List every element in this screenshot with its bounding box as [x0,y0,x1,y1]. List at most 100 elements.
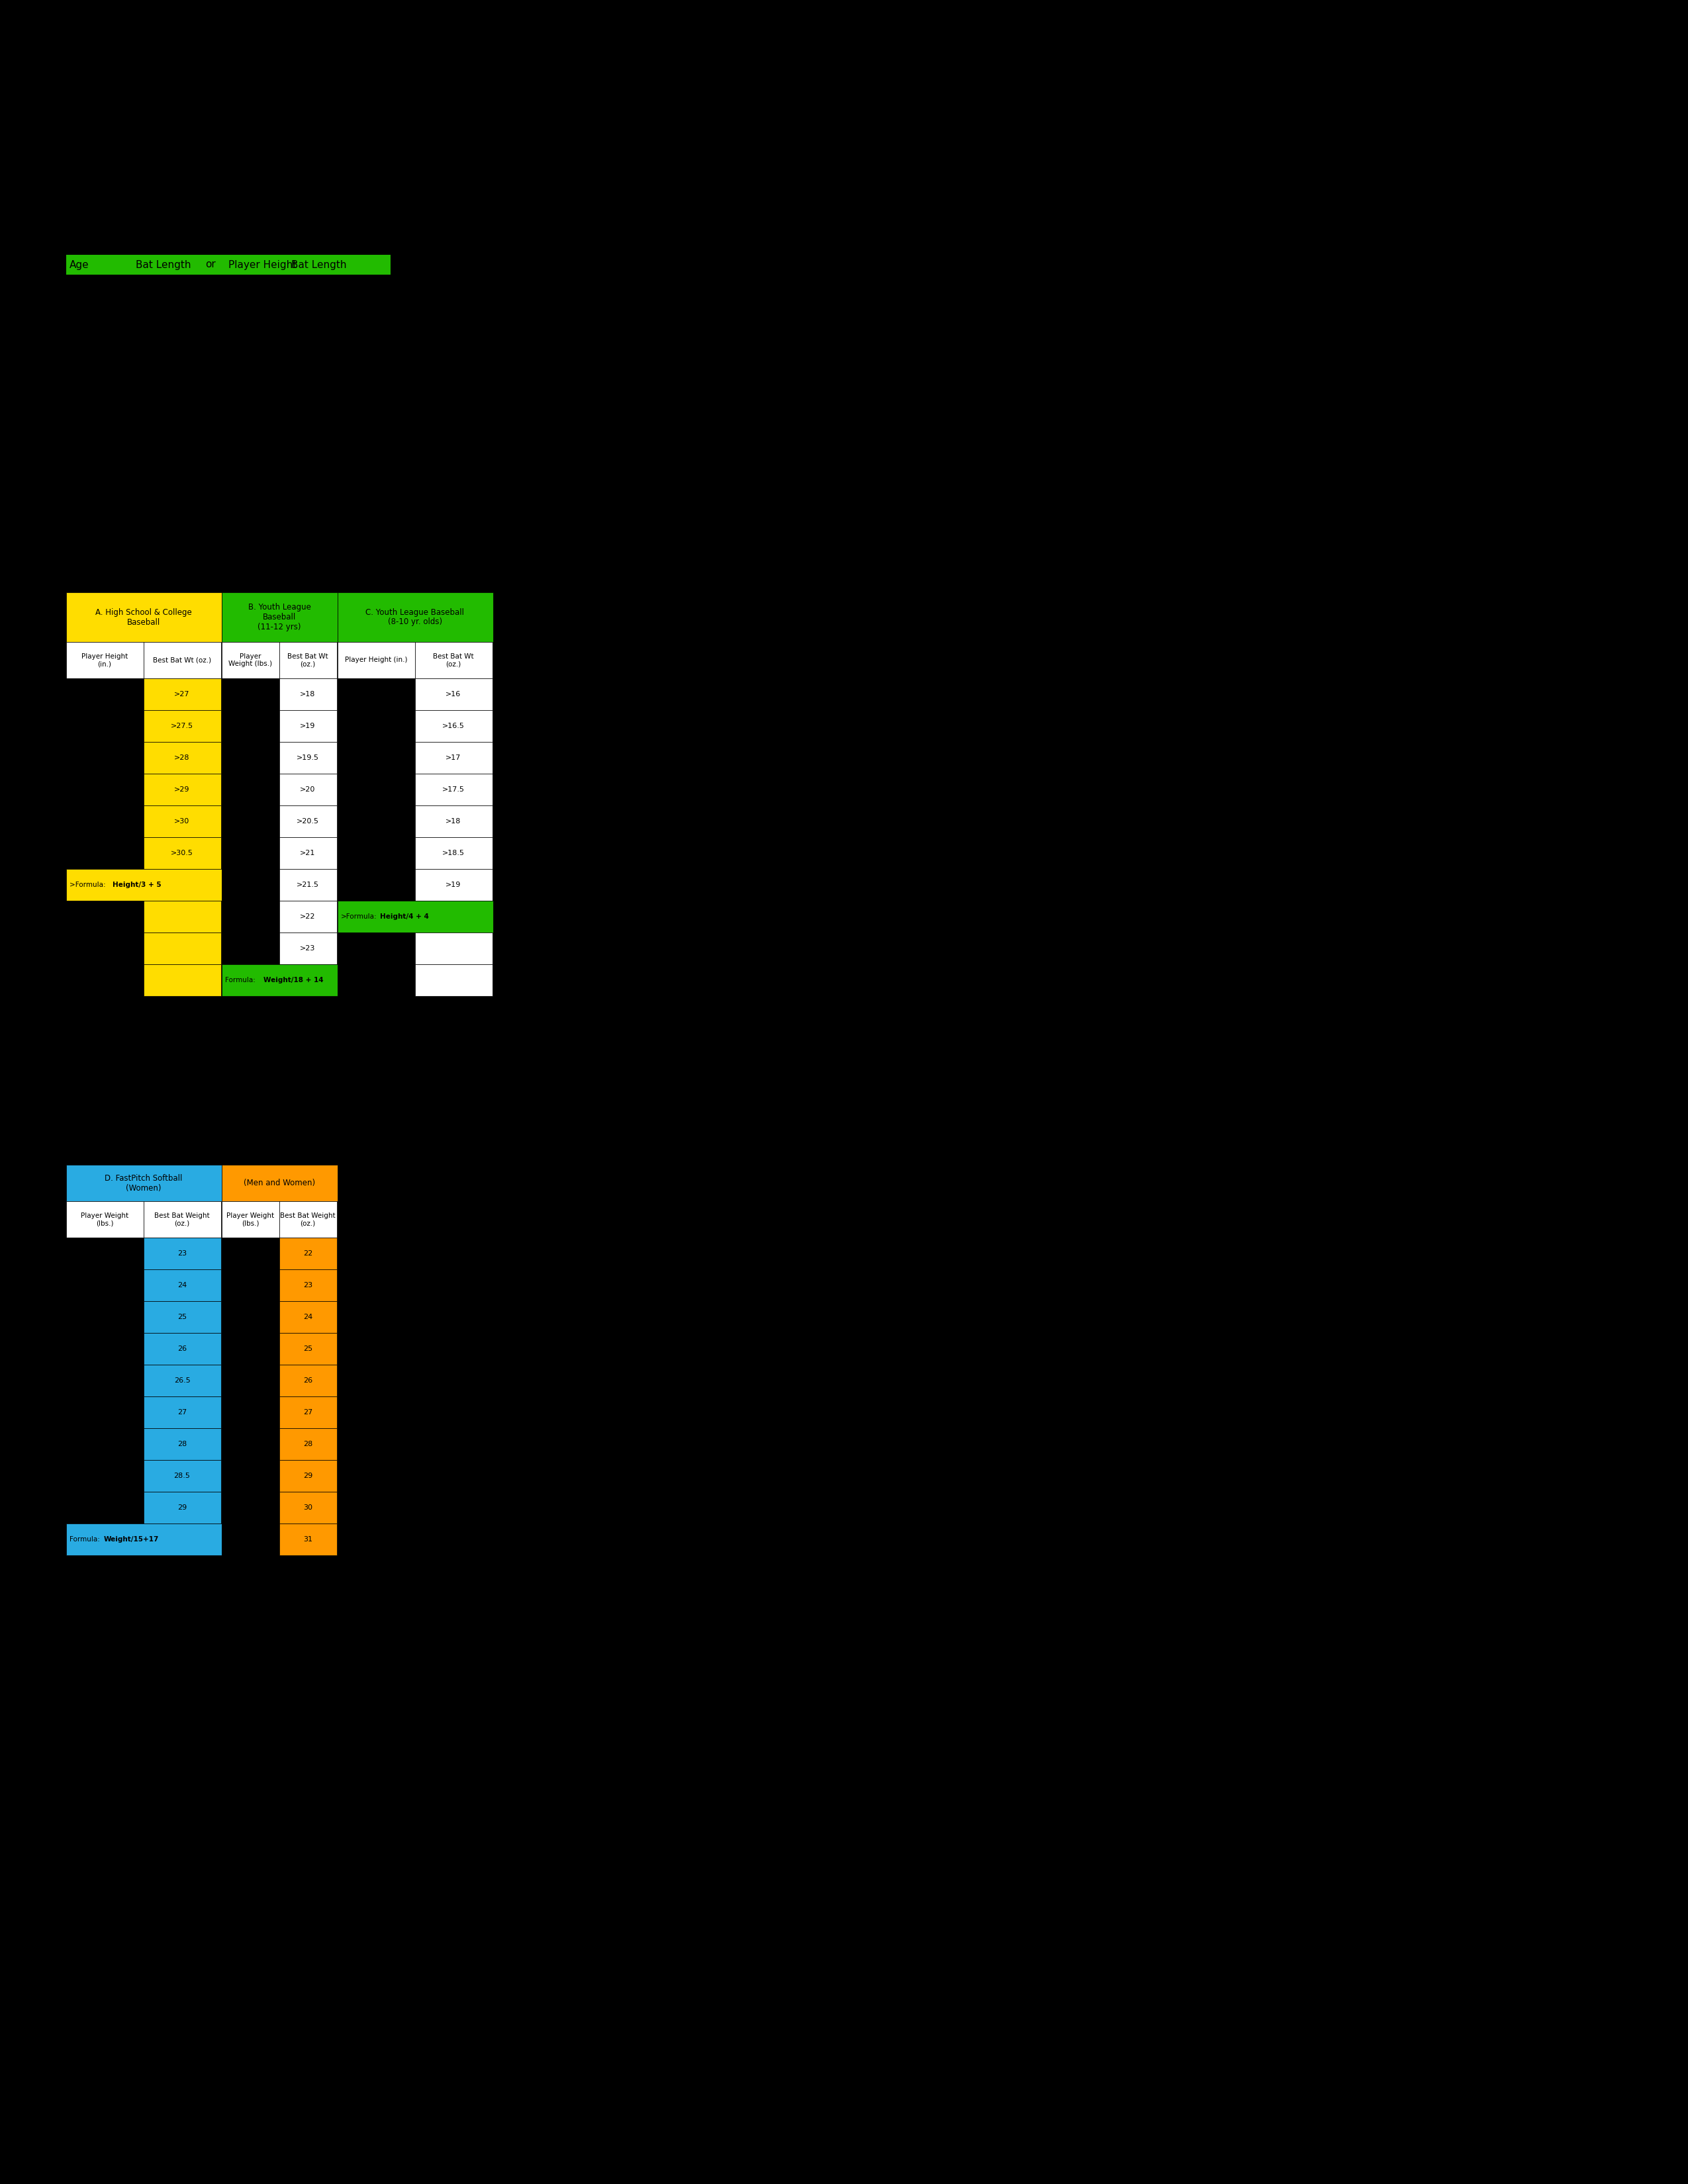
Bar [143,1492,221,1524]
Bar [66,1269,143,1302]
Text: >19: >19 [300,723,316,729]
Text: >20.5: >20.5 [297,819,319,826]
Bar [221,1365,279,1396]
Bar [66,1201,143,1238]
Bar [415,679,493,710]
Bar [221,900,279,933]
Bar [415,710,493,743]
Bar [415,773,493,806]
Text: Best Bat Weight
(oz.): Best Bat Weight (oz.) [154,1212,209,1227]
Bar [143,900,221,933]
Bar [66,743,143,773]
Bar [279,1302,338,1332]
Text: 26.5: 26.5 [174,1378,191,1385]
Text: 28: 28 [304,1441,312,1448]
Bar [279,773,338,806]
Text: 31: 31 [304,1535,312,1542]
Bar [279,679,338,710]
Bar [66,1365,143,1396]
Text: 24: 24 [304,1315,312,1321]
Bar [338,642,415,679]
Text: 28.5: 28.5 [174,1472,191,1479]
Text: >22: >22 [300,913,316,919]
Bar [143,773,221,806]
Text: >28: >28 [174,753,189,760]
Text: Player Height
(in.): Player Height (in.) [81,653,128,668]
Bar [221,1302,279,1332]
Bar [66,1492,143,1524]
Bar [279,1269,338,1302]
Text: >27: >27 [174,690,189,697]
Bar [143,1201,221,1238]
Bar [279,900,338,933]
Text: Height/4 + 4: Height/4 + 4 [380,913,429,919]
Bar [221,869,279,900]
Bar [338,773,415,806]
Text: >27.5: >27.5 [170,723,194,729]
Text: 25: 25 [304,1345,312,1352]
Text: 26: 26 [177,1345,187,1352]
Text: 25: 25 [177,1315,187,1321]
Bar [66,836,143,869]
Text: >23: >23 [300,946,316,952]
Bar [143,1269,221,1302]
Bar [143,1302,221,1332]
Text: C. Youth League Baseball
(8-10 yr. olds): C. Youth League Baseball (8-10 yr. olds) [366,607,464,627]
Bar [279,1524,338,1555]
Bar [415,743,493,773]
Bar [66,806,143,836]
Bar [221,710,279,743]
Bar [143,1332,221,1365]
Text: Bat Length: Bat Length [135,260,191,269]
Text: >19.5: >19.5 [297,753,319,760]
Bar [338,592,493,642]
Bar [221,1428,279,1459]
Bar [143,1365,221,1396]
Text: 23: 23 [304,1282,312,1289]
Bar [66,642,143,679]
Bar [66,592,221,642]
Bar [221,806,279,836]
Text: >17.5: >17.5 [442,786,464,793]
Bar [143,933,221,965]
Text: >20: >20 [300,786,316,793]
Bar [221,1164,338,1201]
Text: >30.5: >30.5 [170,850,192,856]
Bar [143,710,221,743]
Bar [221,1459,279,1492]
Bar [221,642,279,679]
Bar [221,965,338,996]
Bar [338,743,415,773]
Bar [338,965,415,996]
Bar [66,1238,143,1269]
Text: 23: 23 [177,1249,187,1256]
Bar [279,743,338,773]
Text: Best Bat Wt
(oz.): Best Bat Wt (oz.) [287,653,327,668]
Bar [66,1396,143,1428]
Bar [221,1492,279,1524]
Bar [143,1428,221,1459]
Bar [143,1238,221,1269]
Bar [143,836,221,869]
Bar [221,679,279,710]
Bar [143,965,221,996]
Bar [143,642,221,679]
Bar [279,933,338,965]
Bar [221,836,279,869]
Bar [279,1332,338,1365]
Bar [279,1396,338,1428]
Bar [66,900,143,933]
Bar [338,806,415,836]
Text: or: or [206,260,216,269]
Bar [338,933,415,965]
Text: Weight/18 + 14: Weight/18 + 14 [263,976,324,983]
Bar [279,642,338,679]
Text: >19: >19 [446,882,461,889]
Bar [338,869,415,900]
Text: Player Height: Player Height [228,260,297,269]
Text: >Formula:: >Formula: [341,913,376,919]
Bar [66,1302,143,1332]
Text: >29: >29 [174,786,189,793]
Bar [221,743,279,773]
Bar [66,1524,221,1555]
